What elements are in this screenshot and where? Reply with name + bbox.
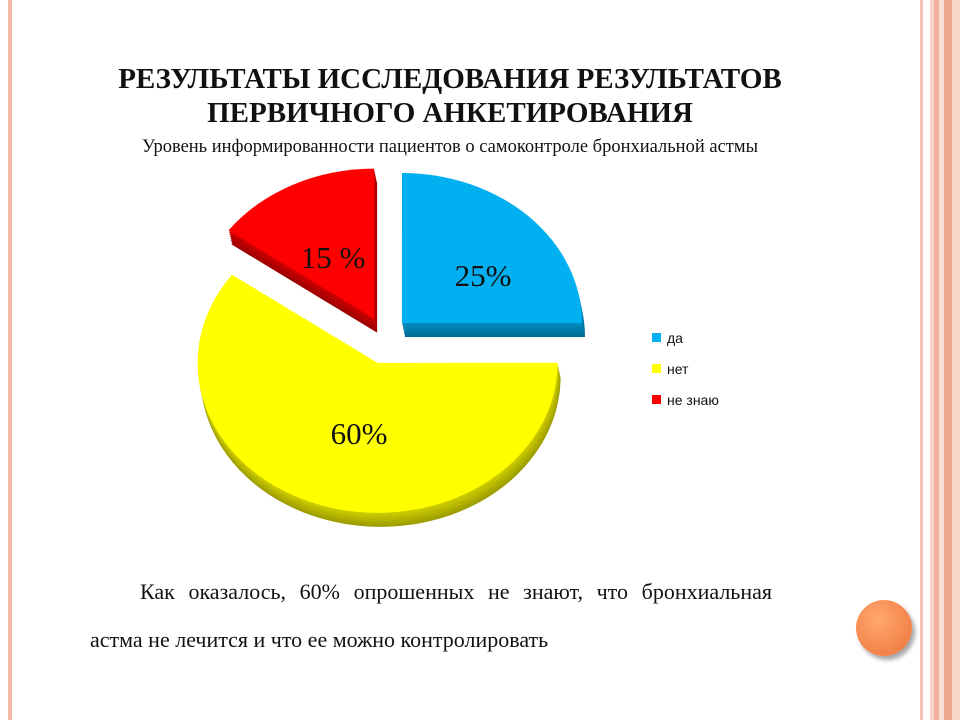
conclusion-text: Как оказалось, 60% опрошенных не знают, … [90, 579, 772, 652]
orange-circle-decoration [856, 600, 912, 656]
right-frame-line [920, 0, 923, 720]
legend-swatch-ne-znayu [652, 395, 661, 404]
pie-slice-da [401, 173, 582, 324]
pie-slice-net [197, 274, 558, 513]
legend-label-da: да [667, 329, 683, 346]
chart-legend: да нет не знаю [652, 328, 719, 421]
pie-slice-layer [197, 168, 582, 513]
legend-swatch-da [652, 333, 661, 342]
pie-label-layer: 25% 60% 15 % [301, 240, 512, 451]
slide-title: РЕЗУЛЬТАТЫ ИССЛЕДОВАНИЯ РЕЗУЛЬТАТОВ ПЕРВ… [40, 62, 860, 130]
pie-label-da: 25% [455, 258, 512, 293]
title-line-1: РЕЗУЛЬТАТЫ ИССЛЕДОВАНИЯ РЕЗУЛЬТАТОВ [118, 63, 782, 95]
legend-label-ne-znayu: не знаю [667, 391, 719, 408]
pie-slice-ne-znayu [228, 168, 375, 319]
legend-item-ne-znayu: не знаю [652, 390, 719, 409]
chart-title: Уровень информированности пациентов о са… [141, 137, 759, 157]
left-frame-line [8, 0, 12, 720]
legend-swatch-net [652, 364, 661, 373]
legend-item-net: нет [652, 359, 719, 378]
pie-label-ne-znayu: 15 % [301, 240, 366, 275]
pie-label-net: 60% [331, 416, 388, 451]
right-decorative-band [930, 0, 960, 720]
legend-label-net: нет [667, 360, 689, 377]
title-line-2: ПЕРВИЧНОГО АНКЕТИРОВАНИЯ [207, 97, 693, 129]
legend-item-da: да [652, 328, 719, 347]
